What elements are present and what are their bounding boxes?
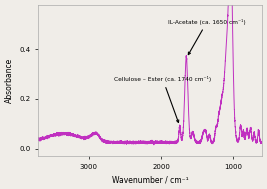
Text: IL-Acetate (ca. 1650 cm⁻¹): IL-Acetate (ca. 1650 cm⁻¹): [168, 19, 246, 55]
Text: Cellulose – Ester (ca. 1740 cm⁻¹): Cellulose – Ester (ca. 1740 cm⁻¹): [114, 76, 211, 122]
X-axis label: Wavenumber / cm⁻¹: Wavenumber / cm⁻¹: [112, 175, 189, 184]
Y-axis label: Absorbance: Absorbance: [5, 58, 14, 103]
